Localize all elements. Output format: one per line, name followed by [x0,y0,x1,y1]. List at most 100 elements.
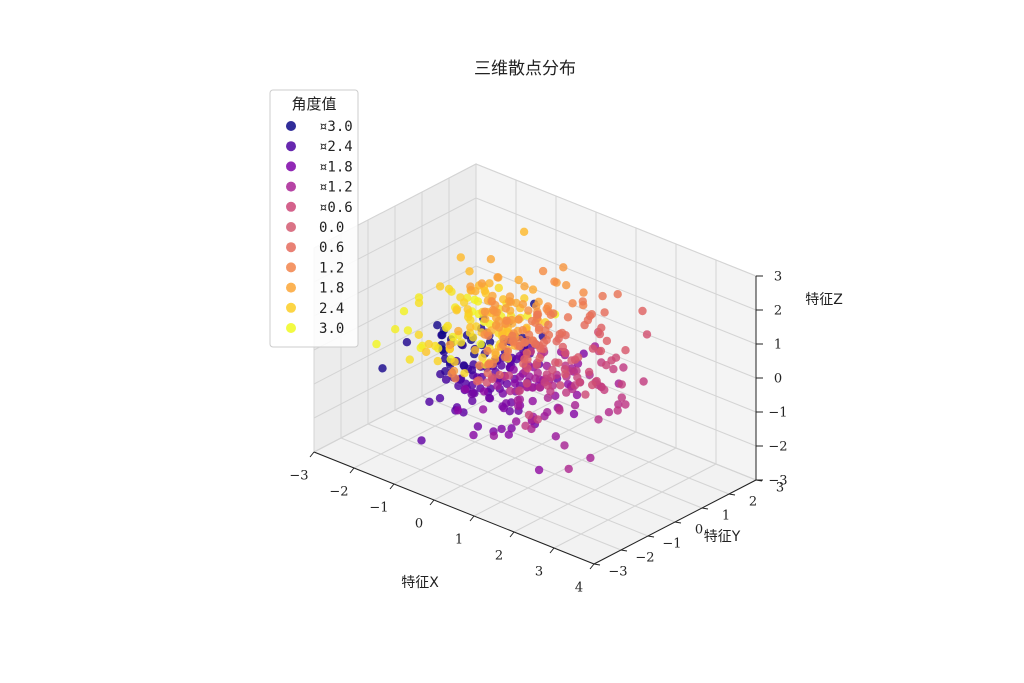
data-point [547,373,556,382]
x-tick-label: 4 [575,581,583,596]
legend-label: 0.6 [319,240,344,256]
data-point [569,409,579,419]
x-tick-mark [549,547,555,554]
z-tick-label: 3 [774,270,782,285]
data-point [557,328,567,338]
data-point [554,358,563,367]
data-point [588,344,598,353]
data-point [475,361,484,370]
data-point [459,298,469,307]
grid-line-y-floor [448,381,730,495]
data-point [604,408,614,417]
data-point [502,316,511,325]
data-point [441,367,450,376]
data-point [464,312,473,322]
data-point [456,253,465,262]
data-point [478,405,488,414]
data-point [378,364,387,373]
grid-line-z-back [475,231,757,345]
data-point [414,330,423,339]
legend-marker [286,121,296,131]
data-point [587,310,596,319]
data-point [507,424,516,433]
data-point [491,321,501,330]
data-point [417,436,426,445]
data-point [405,355,414,364]
data-point [570,401,580,410]
y-tick-label: −1 [662,537,681,552]
data-point [433,356,442,366]
data-point [497,424,506,434]
data-point [509,365,518,374]
x-axis-line [313,451,595,565]
data-point [600,308,609,317]
data-point [488,305,498,315]
data-point [518,326,527,335]
data-point [485,337,495,347]
data-point [560,441,569,450]
data-point [614,400,623,409]
data-point [501,304,510,313]
data-point [584,367,594,377]
data-point [532,360,541,370]
data-point [508,331,517,340]
data-point [433,321,442,330]
data-point [486,255,496,264]
legend-marker [286,302,296,313]
y-tick-mark [701,507,709,510]
data-point [445,340,455,350]
data-point [528,285,538,294]
data-point [467,366,477,375]
data-point [544,320,553,329]
y-axis-label: 特征Y [704,529,741,545]
data-point [460,369,469,378]
data-point [485,393,494,403]
x-tick-mark [389,483,395,490]
data-point [418,341,427,350]
y-tick-mark [728,493,736,496]
data-point [617,380,626,389]
legend-marker [286,201,296,212]
legend-marker [286,282,296,293]
data-point [543,393,553,402]
grid-line-z-back [475,163,757,277]
data-point [515,386,524,395]
data-point [533,415,542,424]
data-point [559,263,568,272]
data-point [562,388,571,397]
data-point [550,277,559,286]
data-point [551,432,560,441]
data-point [443,321,452,331]
data-point [468,396,477,406]
data-point [575,378,584,387]
data-point [558,342,567,352]
data-point [568,299,577,308]
data-point [454,381,463,391]
y-tick-mark [620,549,628,552]
data-point [524,410,534,420]
data-point [613,290,622,299]
legend-label: ¤2.4 [319,139,353,155]
grid-line-y-floor [367,423,649,537]
x-tick-mark [589,563,595,570]
data-point [642,330,652,339]
legend-title: 角度值 [291,95,336,113]
axis-lines [309,275,763,570]
z-tick-label: 1 [774,338,782,353]
grid-line-z-back [475,197,757,311]
data-point [514,315,523,324]
x-tick-label: 1 [455,533,463,548]
data-point [483,369,492,378]
data-point [459,361,469,371]
data-point [435,282,445,291]
legend-marker [286,222,296,232]
data-point [414,298,424,308]
data-point [578,297,587,306]
data-point [454,326,463,336]
legend: 角度值 ¤3.0 ¤2.4 ¤1.8 ¤1.2 ¤0.6 0.0 0.6 1.2 1.8 2.4 3… [269,89,359,348]
data-point [505,297,514,306]
data-point [498,389,508,398]
data-point [521,421,530,430]
legend-marker [286,141,296,152]
legend-label: 1.8 [319,281,344,297]
